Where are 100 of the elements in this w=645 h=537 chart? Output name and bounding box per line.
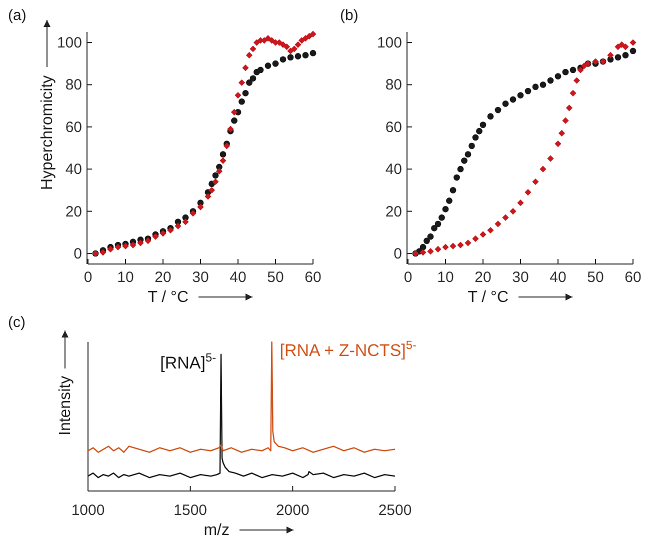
point — [167, 226, 174, 234]
point — [540, 166, 546, 172]
x-tick-label: 50 — [587, 269, 604, 286]
point — [238, 79, 246, 86]
point — [294, 41, 302, 48]
point — [461, 157, 468, 164]
point — [570, 66, 576, 74]
point — [524, 88, 532, 94]
point — [566, 104, 573, 112]
point — [622, 43, 629, 50]
point — [250, 46, 256, 52]
point — [182, 218, 189, 226]
point — [614, 54, 622, 61]
y-tick-label: 40 — [385, 161, 402, 178]
point — [607, 52, 614, 58]
point — [454, 174, 460, 181]
point — [510, 208, 516, 215]
point — [457, 166, 464, 172]
point — [144, 238, 152, 244]
point — [310, 30, 316, 38]
point — [630, 39, 636, 46]
x-tick-label: 20 — [154, 269, 172, 286]
point — [442, 244, 449, 250]
series-label: [RNA]$^{5-}$ — [160, 350, 216, 372]
x-tick-label: 2500 — [378, 502, 412, 519]
x-tick-label: 20 — [474, 269, 492, 286]
x-tick-label: 30 — [512, 269, 529, 286]
point — [562, 68, 569, 76]
point — [246, 52, 253, 58]
point — [487, 113, 494, 120]
point — [450, 242, 456, 250]
point — [130, 242, 136, 248]
point — [246, 79, 252, 86]
point — [287, 48, 294, 54]
point — [517, 92, 524, 98]
y-tick-label: 100 — [376, 34, 402, 52]
point — [238, 98, 245, 105]
point — [174, 222, 182, 230]
point — [420, 249, 426, 256]
point — [420, 244, 426, 250]
point — [212, 178, 219, 186]
point — [468, 142, 475, 150]
point — [302, 52, 309, 58]
point — [287, 54, 294, 61]
point — [212, 172, 219, 179]
point — [442, 206, 449, 212]
point — [272, 60, 279, 67]
x-tick-label: 1000 — [71, 502, 105, 519]
point — [480, 231, 486, 238]
point — [220, 157, 226, 164]
x-axis-title: m/z — [204, 522, 230, 537]
y-tick-label: 100 — [56, 34, 82, 52]
series-label: [RNA + Z-NCTS]$^{5-}$ — [280, 338, 417, 360]
chart-title: (b) — [340, 7, 358, 24]
y-tick-label: 0 — [74, 245, 82, 262]
point — [231, 117, 238, 124]
point — [532, 178, 539, 186]
point — [622, 52, 629, 58]
point — [573, 77, 580, 84]
point — [253, 39, 260, 46]
point — [310, 50, 316, 56]
chart-title: (a) — [8, 7, 26, 24]
point — [630, 48, 636, 54]
point — [554, 73, 562, 80]
x-tick-label: 50 — [267, 269, 284, 286]
point — [434, 246, 442, 253]
y-tick-label: 40 — [65, 161, 82, 178]
y-tick-label: 60 — [65, 118, 82, 136]
y-tick-label: 60 — [385, 118, 402, 136]
point — [242, 64, 249, 72]
x-tick-label: 0 — [404, 269, 412, 286]
point — [204, 193, 212, 200]
y-tick-label: 80 — [65, 76, 82, 94]
point — [216, 168, 223, 174]
point — [480, 122, 486, 128]
point — [570, 90, 576, 96]
point — [427, 233, 434, 240]
point — [190, 210, 196, 217]
x-tick-label: 10 — [437, 269, 454, 286]
point — [434, 220, 442, 228]
x-tick-label: 40 — [230, 269, 246, 286]
x-tick-label: 60 — [624, 269, 642, 286]
point — [502, 214, 509, 221]
point — [558, 130, 566, 137]
point — [424, 238, 430, 244]
point — [450, 186, 456, 194]
point — [208, 186, 216, 194]
point — [487, 226, 494, 234]
y-axis-title: Hyperchromicity — [39, 75, 56, 190]
point — [137, 240, 144, 246]
y-tick-label: 80 — [385, 76, 402, 94]
point — [614, 43, 622, 50]
point — [438, 214, 445, 221]
point — [431, 224, 438, 232]
point — [302, 35, 309, 42]
point — [457, 242, 464, 248]
point — [160, 230, 166, 237]
x-axis-title: T / °C — [468, 289, 508, 306]
point — [540, 82, 546, 88]
x-tick-label: 1500 — [174, 502, 208, 519]
